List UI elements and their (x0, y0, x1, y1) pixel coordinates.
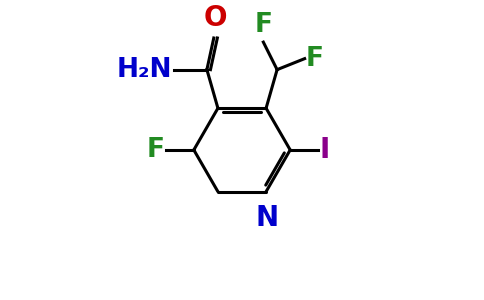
Text: F: F (306, 46, 324, 72)
Text: O: O (204, 4, 227, 32)
Text: F: F (254, 12, 272, 38)
Text: H₂N: H₂N (117, 57, 172, 83)
Text: F: F (147, 137, 165, 163)
Text: I: I (319, 136, 329, 164)
Text: N: N (256, 204, 279, 232)
